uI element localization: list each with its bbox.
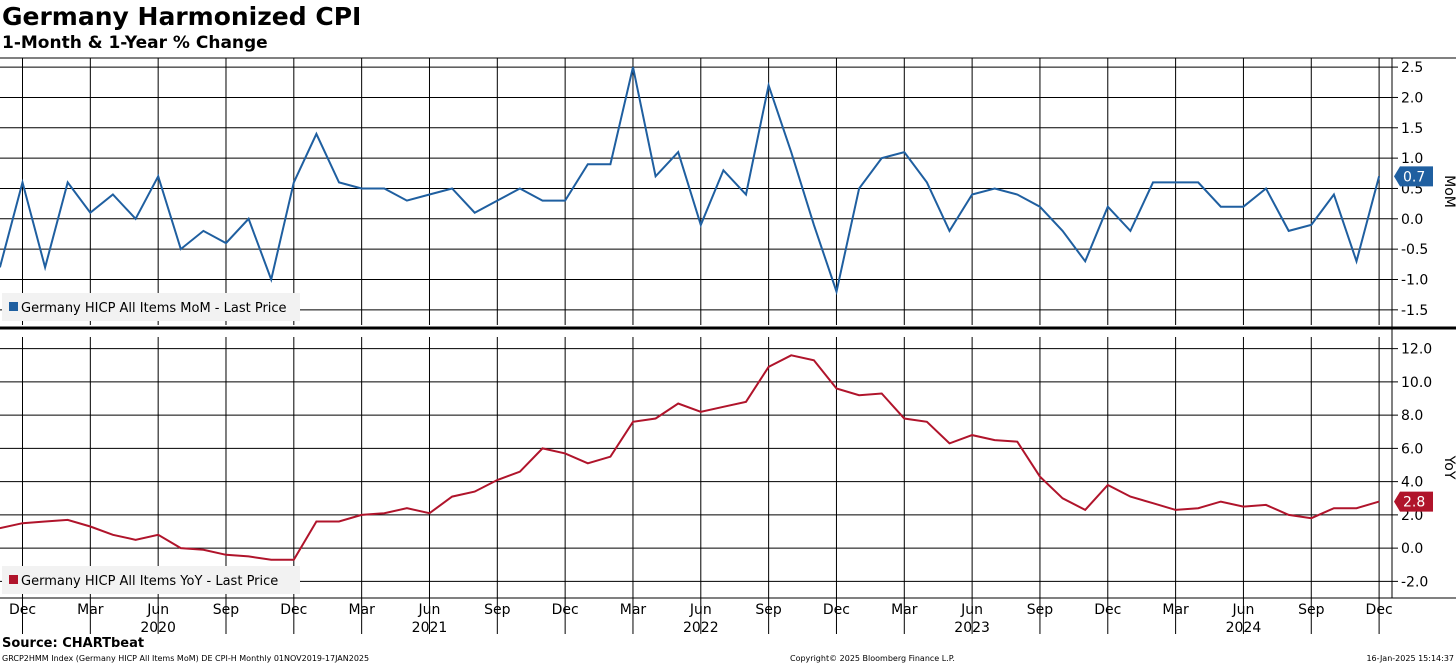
x-tick-label: Sep <box>484 602 511 618</box>
y-axis-title: MoM <box>1441 175 1456 208</box>
y-tick-label: 4.0 <box>1401 475 1423 491</box>
year-label: 2021 <box>412 620 448 636</box>
year-label: 2023 <box>954 620 990 636</box>
x-tick-label: Mar <box>77 602 104 618</box>
y-tick-label: -1.5 <box>1401 303 1428 319</box>
x-tick-label: Sep <box>213 602 240 618</box>
x-tick-label: Dec <box>552 602 579 618</box>
yoy-series-line <box>0 354 1380 561</box>
year-label: 2020 <box>140 620 176 636</box>
y-tick-label: 2.5 <box>1401 60 1423 76</box>
x-tick-label: Mar <box>620 602 647 618</box>
y-tick-label: 10.0 <box>1401 375 1432 391</box>
x-tick-label: Jun <box>418 602 441 618</box>
mom-legend-swatch <box>9 302 18 311</box>
x-tick-label: Sep <box>755 602 782 618</box>
mom-last-value-label: 0.7 <box>1403 169 1425 185</box>
y-tick-label: 0.0 <box>1401 541 1423 557</box>
x-tick-label: Mar <box>348 602 375 618</box>
mom-last-value-tag <box>1394 166 1433 187</box>
y-tick-label: 12.0 <box>1401 342 1432 358</box>
x-tick-label: Mar <box>891 602 918 618</box>
chart-title: Germany Harmonized CPI <box>2 2 362 31</box>
y-tick-label: -2.0 <box>1401 574 1428 590</box>
yoy-last-value-label: 2.8 <box>1403 495 1425 511</box>
x-tick-label: Jun <box>960 602 983 618</box>
x-tick-label: Dec <box>1094 602 1121 618</box>
copyright-note: Copyright© 2025 Bloomberg Finance L.P. <box>790 654 955 663</box>
mom-series-line <box>0 66 1381 296</box>
x-tick-label: Jun <box>689 602 712 618</box>
x-tick-label: Sep <box>1027 602 1054 618</box>
x-tick-label: Mar <box>1162 602 1189 618</box>
x-tick-label: Jun <box>146 602 169 618</box>
mom-legend-text: Germany HICP All Items MoM - Last Price <box>21 301 287 316</box>
ticker-info: GRCP2HMM Index (Germany HICP All Items M… <box>2 654 370 663</box>
x-tick-label: Sep <box>1298 602 1325 618</box>
y-tick-label: 1.5 <box>1401 121 1423 137</box>
y-tick-label: 2.0 <box>1401 90 1423 106</box>
y-tick-label: 0.0 <box>1401 212 1423 228</box>
y-tick-label: -0.5 <box>1401 242 1428 258</box>
x-tick-label: Dec <box>1366 602 1393 618</box>
yoy-legend-box <box>2 566 300 594</box>
mom-legend-box <box>2 293 300 321</box>
yoy-last-value-tag <box>1394 491 1433 512</box>
y-tick-label: 8.0 <box>1401 408 1423 424</box>
y-axis-title: YoY <box>1441 455 1456 480</box>
y-tick-label: 1.0 <box>1401 151 1423 167</box>
x-tick-label: Jun <box>1232 602 1255 618</box>
x-tick-label: Dec <box>9 602 36 618</box>
yoy-legend-text: Germany HICP All Items YoY - Last Price <box>21 574 278 589</box>
timestamp: 16-Jan-2025 15:14:37 <box>1366 654 1454 663</box>
yoy-legend-swatch <box>9 575 18 584</box>
year-label: 2024 <box>1226 620 1262 636</box>
y-tick-label: 6.0 <box>1401 441 1423 457</box>
x-tick-label: Dec <box>823 602 850 618</box>
year-label: 2022 <box>683 620 719 636</box>
y-tick-label: 2.0 <box>1401 508 1423 524</box>
source-note: Source: CHARTbeat <box>2 636 145 651</box>
x-tick-label: Dec <box>280 602 307 618</box>
y-tick-label: -1.0 <box>1401 272 1428 288</box>
chart-subtitle: 1-Month & 1-Year % Change <box>2 33 268 53</box>
